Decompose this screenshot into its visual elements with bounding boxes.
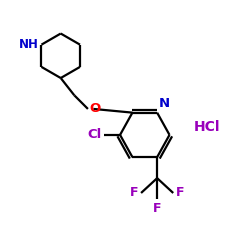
Text: O: O bbox=[89, 102, 101, 116]
Text: N: N bbox=[158, 97, 170, 110]
Text: F: F bbox=[176, 186, 184, 200]
Text: Cl: Cl bbox=[87, 128, 102, 141]
Text: HCl: HCl bbox=[193, 120, 220, 134]
Text: F: F bbox=[130, 186, 138, 200]
Text: F: F bbox=[153, 202, 162, 215]
Text: NH: NH bbox=[18, 38, 38, 51]
